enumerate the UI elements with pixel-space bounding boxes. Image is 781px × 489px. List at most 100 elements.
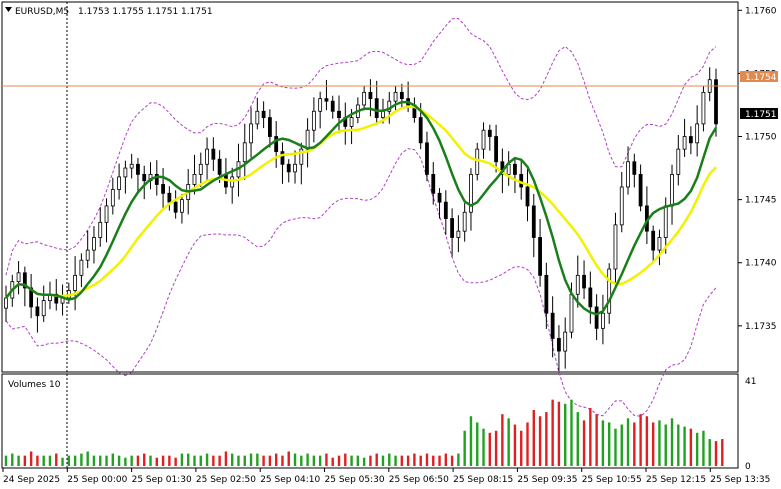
candle-body <box>85 249 90 261</box>
volume-bar <box>677 424 680 466</box>
volume-bar <box>99 455 102 466</box>
price-axis-label: 1.1760 <box>745 6 777 16</box>
volume-bar <box>111 453 115 466</box>
volume-bar <box>457 453 460 466</box>
volume-bar <box>507 418 510 466</box>
volume-bar <box>564 403 567 466</box>
volume-bar <box>532 410 535 466</box>
volume-bar <box>174 457 177 466</box>
volume-bar <box>450 455 454 466</box>
volume-bar <box>42 455 45 466</box>
volume-bar <box>218 455 221 466</box>
candle-body <box>437 192 442 203</box>
volume-bar <box>356 455 360 466</box>
time-axis-label: 25 Sep 01:30 <box>132 475 192 485</box>
collapse-arrow-icon[interactable] <box>5 7 12 12</box>
candle-body <box>192 173 197 185</box>
candle-body <box>481 129 486 150</box>
candle-body <box>531 205 536 238</box>
candle-body <box>180 199 184 213</box>
volume-bar <box>381 455 385 466</box>
volume-bar <box>520 430 523 466</box>
candle-body <box>475 148 480 175</box>
candle-body <box>701 91 706 125</box>
volume-axis-label: 41 <box>745 377 756 387</box>
volumes-indicator-label: Volumes 10 <box>8 380 61 390</box>
candle-body <box>450 218 455 238</box>
candle-body <box>381 110 385 118</box>
symbol-label: EURUSD,M5 <box>15 7 69 17</box>
candle-body <box>217 158 222 175</box>
volume-axis-label: 0 <box>745 462 751 472</box>
candle-body <box>469 173 473 213</box>
volume-bar <box>557 401 561 466</box>
volume-bar <box>482 428 485 466</box>
volume-bar <box>526 422 529 466</box>
candle-body <box>513 163 517 175</box>
moving-averages <box>5 100 718 316</box>
candle-body <box>280 151 285 165</box>
volume-bar <box>432 455 435 466</box>
upper-band-line <box>5 17 717 276</box>
volume-bar <box>205 453 209 466</box>
candle-body <box>110 189 115 207</box>
candle-body <box>582 274 586 289</box>
volume-bar <box>36 455 39 466</box>
time-axis-label: 25 Sep 06:50 <box>389 475 449 485</box>
volume-bar <box>237 455 240 466</box>
candle-body <box>714 79 718 125</box>
candle-body <box>211 148 216 160</box>
candle-body <box>349 117 354 127</box>
candle-body <box>255 110 260 125</box>
volume-bar <box>306 453 309 466</box>
volume-bar <box>645 416 649 466</box>
volume-bar <box>513 424 517 466</box>
candle-body <box>418 117 423 144</box>
candle-body <box>670 173 674 207</box>
candle-body <box>607 268 612 314</box>
volume-bar <box>230 453 234 466</box>
candle-body <box>305 129 310 150</box>
volume-bar <box>375 453 378 466</box>
last-price-tag <box>740 108 778 119</box>
candle-body <box>129 163 134 169</box>
candle-body <box>594 306 599 329</box>
volume-bar <box>136 455 140 466</box>
volume-bar <box>463 430 466 466</box>
candle-body <box>293 163 297 173</box>
volume-bar <box>695 432 699 466</box>
candle-body <box>538 237 542 276</box>
volume-bar <box>545 412 548 466</box>
volume-bar <box>658 420 661 466</box>
candle-body <box>29 287 34 308</box>
candle-body <box>544 274 549 314</box>
volume-bar <box>570 399 573 466</box>
volume-bar <box>344 453 347 466</box>
candle-body <box>337 110 341 118</box>
volume-bar <box>130 455 133 466</box>
volume-bar <box>601 420 605 466</box>
last-price-tag-text: 1.1751 <box>745 110 777 120</box>
candle-body <box>242 142 247 163</box>
candle-body <box>632 161 637 175</box>
slow-moving-average-line <box>5 105 717 299</box>
candle-body <box>425 142 429 175</box>
candle-body <box>443 201 448 219</box>
volume-bar <box>633 422 636 466</box>
candle-body <box>638 173 643 207</box>
candle-body <box>651 230 656 251</box>
candle-body <box>374 98 379 118</box>
volume-bar <box>256 453 259 466</box>
volume-bar <box>413 453 416 466</box>
volume-bar <box>161 455 165 466</box>
candle-body <box>205 148 209 165</box>
volume-bar <box>249 453 253 466</box>
candle-body <box>663 205 668 238</box>
volume-bar <box>369 455 372 466</box>
candle-body <box>393 91 398 102</box>
volume-bar <box>143 453 146 466</box>
current-price-tag <box>740 71 778 82</box>
volume-bar <box>589 407 592 466</box>
candle-body <box>261 110 266 118</box>
candle-body <box>4 297 8 309</box>
